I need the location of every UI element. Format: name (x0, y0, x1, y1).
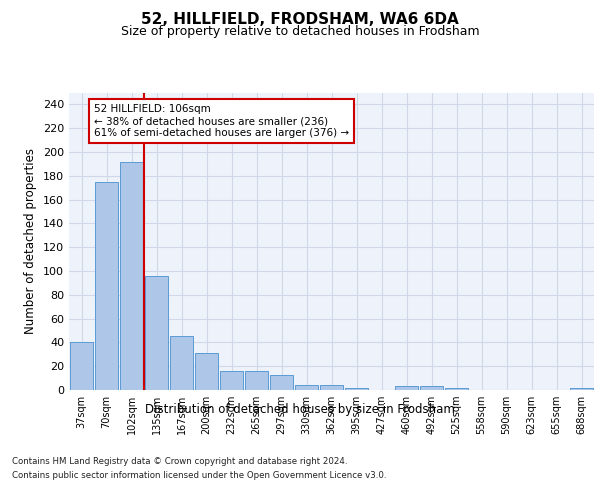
Text: Size of property relative to detached houses in Frodsham: Size of property relative to detached ho… (121, 25, 479, 38)
Bar (395, 386, 418, 390)
Bar (170, 336, 193, 390)
Bar (70, 342, 93, 390)
Text: Contains public sector information licensed under the Open Government Licence v3: Contains public sector information licen… (12, 471, 386, 480)
Bar (420, 386, 443, 390)
Bar (320, 385, 343, 390)
Bar (345, 388, 368, 390)
Bar (195, 353, 218, 390)
Bar (245, 371, 268, 390)
Y-axis label: Number of detached properties: Number of detached properties (25, 148, 37, 334)
Bar (145, 276, 168, 390)
Bar (295, 385, 318, 390)
Text: 52 HILLFIELD: 106sqm
← 38% of detached houses are smaller (236)
61% of semi-deta: 52 HILLFIELD: 106sqm ← 38% of detached h… (94, 104, 349, 138)
Bar (220, 371, 243, 390)
Bar (95, 182, 118, 390)
Text: Contains HM Land Registry data © Crown copyright and database right 2024.: Contains HM Land Registry data © Crown c… (12, 458, 347, 466)
Bar (570, 388, 593, 390)
Text: 52, HILLFIELD, FRODSHAM, WA6 6DA: 52, HILLFIELD, FRODSHAM, WA6 6DA (141, 12, 459, 28)
Text: Distribution of detached houses by size in Frodsham: Distribution of detached houses by size … (145, 402, 455, 415)
Bar (120, 162, 143, 390)
Bar (270, 374, 293, 390)
Bar (445, 388, 468, 390)
